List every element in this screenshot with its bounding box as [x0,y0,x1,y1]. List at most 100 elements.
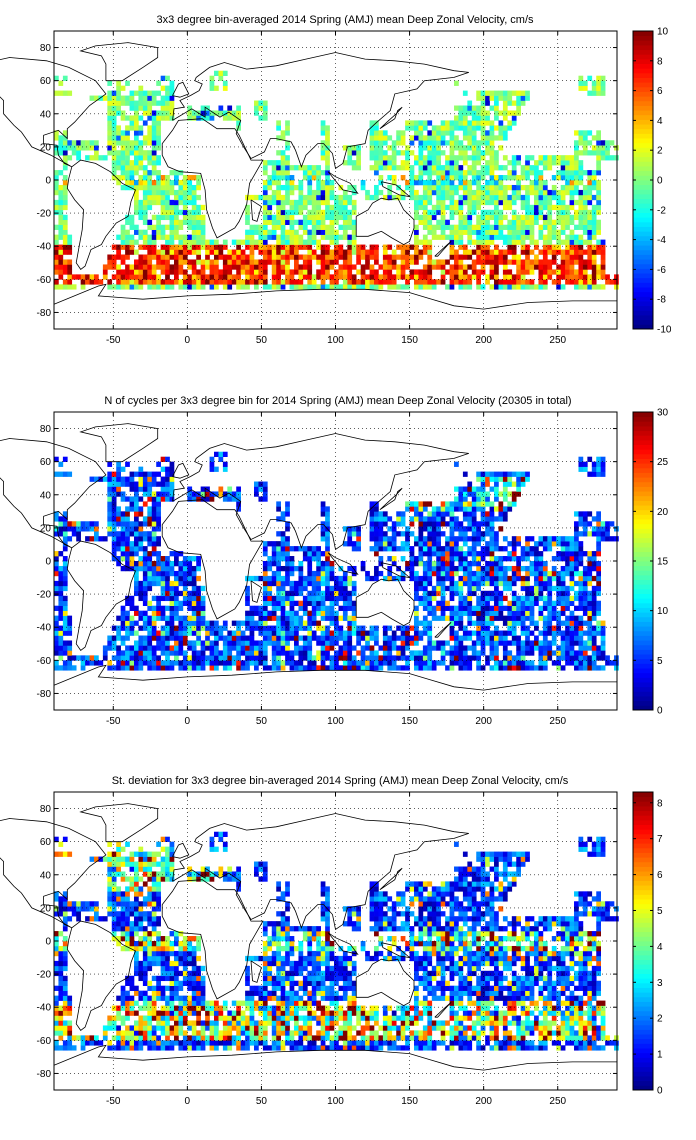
heatmap-cell [449,501,455,507]
heatmap-cell [551,259,557,265]
heatmap-cell [374,630,379,636]
colorbar-segment [633,180,653,186]
heatmap-cell [409,170,415,176]
heatmap-cell [94,155,99,161]
heatmap-cell [467,511,473,517]
heatmap-cell [440,501,446,507]
heatmap-cell [307,254,313,260]
heatmap-cell [382,269,388,275]
heatmap-cell [156,556,161,562]
heatmap-cell [302,595,308,602]
heatmap-cell [205,105,210,111]
heatmap-cell [125,219,130,225]
heatmap-cell [449,660,455,666]
heatmap-cell [125,254,130,260]
heatmap-cell [582,259,588,265]
heatmap-cell [138,645,144,651]
heatmap-cell [258,625,264,631]
heatmap-cell [347,249,353,255]
heatmap-cell [436,184,441,191]
heatmap-cell [400,264,406,270]
heatmap-cell [280,635,286,641]
heatmap-cell [471,531,477,537]
heatmap-cell [489,645,495,651]
heatmap-cell [494,214,499,221]
heatmap-cell [160,194,166,201]
heatmap-cell [347,655,353,661]
heatmap-cell [409,244,415,250]
heatmap-cell [147,615,153,621]
heatmap-cell [542,244,548,250]
heatmap-cell [138,546,144,552]
heatmap-cell [480,170,486,176]
heatmap-cell [227,645,233,651]
heatmap-cell [529,165,535,171]
heatmap-cell [218,279,224,285]
heatmap-cell [445,665,450,671]
heatmap-cell [396,264,401,270]
heatmap-cell [427,150,433,156]
heatmap-cell [311,556,317,562]
heatmap-cell [365,570,370,577]
heatmap-cell [418,536,424,542]
heatmap-cell [502,274,508,280]
heatmap-cell [267,625,273,631]
heatmap-cell [111,274,117,280]
heatmap-cell [142,110,148,116]
heatmap-cell [374,150,379,156]
heatmap-cell [565,224,570,230]
heatmap-cell [569,279,575,285]
heatmap-cell [480,650,486,656]
heatmap-cell [102,95,108,101]
heatmap-cell [422,170,428,176]
heatmap-cell [280,269,286,275]
heatmap-cell [467,600,473,606]
heatmap-cell [276,175,281,181]
heatmap-cell [138,145,144,151]
heatmap-cell [329,254,335,260]
heatmap-cell [142,269,148,275]
heatmap-cell [418,506,424,512]
heatmap-cell [298,546,304,552]
heatmap-cell [298,570,304,577]
heatmap-cell [476,556,481,562]
heatmap-cell [116,486,121,492]
heatmap-cell [258,269,264,275]
heatmap-cell [560,209,566,216]
heatmap-cell [431,570,437,577]
heatmap-cell [396,625,401,631]
heatmap-cell [485,625,490,631]
heatmap-cell [387,175,393,181]
heatmap-cell [449,135,455,141]
heatmap-cell [294,284,299,290]
heatmap-cell [169,600,175,606]
heatmap-cell [196,625,201,631]
heatmap-cell [440,279,446,285]
heatmap-cell [307,640,313,646]
heatmap-cell [58,516,64,522]
heatmap-cell [431,585,437,592]
heatmap-cell [511,284,517,290]
heatmap-cell [507,239,513,245]
heatmap-cell [156,184,161,191]
heatmap-cell [214,650,219,656]
heatmap-cell [214,284,219,290]
heatmap-cell [129,219,135,225]
heatmap-cell [125,140,130,146]
heatmap-cell [600,239,606,245]
heatmap-cell [196,234,201,240]
colorbar-segment [633,82,653,88]
heatmap-cell [62,199,68,206]
heatmap-cell [516,214,521,221]
heatmap-cell [178,665,184,671]
coastline [379,106,403,130]
heatmap-cell [160,110,166,116]
heatmap-cell [138,471,144,477]
heatmap-cell [369,501,375,507]
heatmap-cell [320,145,326,151]
heatmap-cell [476,541,481,547]
heatmap-cell [374,660,379,666]
heatmap-cell [200,600,206,606]
heatmap-cell [440,610,446,616]
heatmap-cell [196,269,201,275]
